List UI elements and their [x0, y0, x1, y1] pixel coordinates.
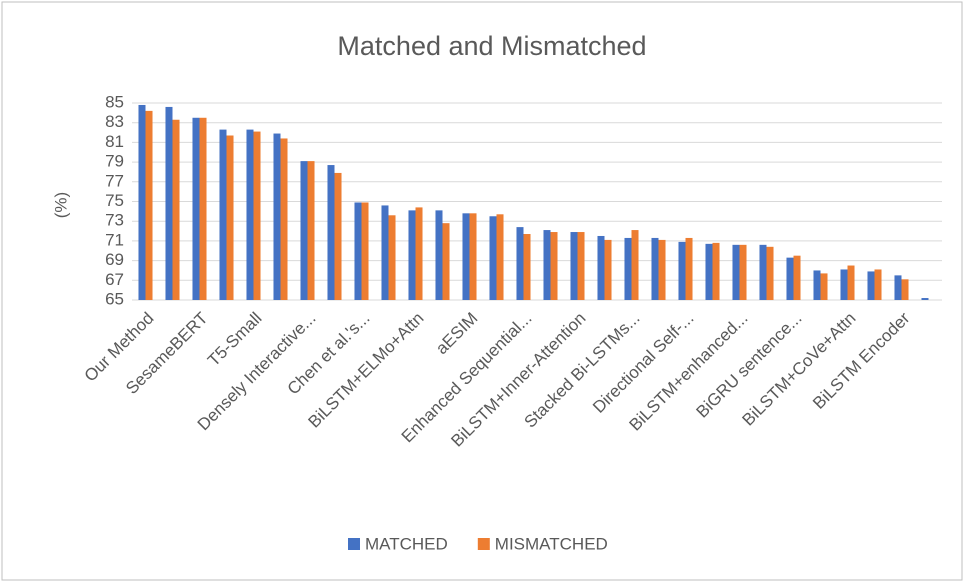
y-axis-label: (%)	[51, 192, 70, 218]
bar	[867, 271, 875, 300]
bar	[550, 232, 558, 300]
legend-swatch	[477, 538, 490, 550]
bar	[732, 244, 740, 300]
bar	[759, 244, 767, 300]
bar	[597, 235, 605, 300]
bar	[145, 110, 153, 300]
bar	[786, 257, 794, 300]
legend-label: MISMATCHED	[495, 534, 608, 553]
bar	[435, 210, 443, 300]
y-tick-label: 75	[105, 191, 124, 210]
bar	[739, 244, 747, 300]
y-tick-label: 65	[105, 289, 124, 308]
bar	[327, 165, 335, 300]
bar	[388, 215, 396, 300]
bar	[874, 269, 882, 300]
bar	[651, 237, 659, 300]
bar	[813, 270, 821, 300]
y-tick-label: 79	[105, 152, 124, 171]
legend-swatch	[348, 538, 360, 550]
bar	[685, 237, 693, 300]
bar	[921, 298, 929, 300]
bar	[678, 241, 686, 300]
bar	[793, 255, 801, 300]
y-tick-label: 69	[105, 250, 124, 269]
bar	[253, 131, 261, 300]
y-tick-label: 85	[105, 92, 124, 111]
bar	[300, 161, 308, 300]
bar	[165, 106, 173, 300]
bar	[712, 242, 720, 300]
bar	[570, 232, 578, 300]
bar	[469, 213, 477, 300]
y-tick-label: 83	[105, 112, 124, 131]
bar	[840, 269, 848, 300]
bar	[408, 210, 416, 300]
bar	[361, 202, 369, 300]
bar	[219, 129, 227, 300]
y-tick-label: 77	[105, 171, 124, 190]
bar	[381, 205, 389, 300]
bar	[489, 216, 497, 300]
bar	[462, 213, 470, 300]
bar	[705, 243, 713, 300]
chart-title: Matched and Mismatched	[337, 31, 646, 61]
bar	[543, 230, 551, 300]
bar	[631, 230, 639, 300]
bar	[894, 275, 902, 300]
bar	[199, 117, 207, 301]
bar	[523, 234, 531, 300]
bar	[415, 207, 423, 300]
bar	[334, 172, 342, 300]
bar	[192, 117, 200, 301]
bar	[604, 239, 612, 300]
bar	[172, 119, 180, 301]
y-tick-label: 67	[105, 270, 124, 289]
y-tick-label: 73	[105, 211, 124, 230]
bar	[307, 161, 315, 300]
bar	[496, 214, 504, 300]
bar	[820, 273, 828, 300]
bar	[246, 129, 254, 300]
bar	[138, 104, 146, 300]
bar	[226, 135, 234, 300]
bar	[658, 239, 666, 300]
bar	[516, 227, 524, 300]
bar	[577, 232, 585, 300]
bar	[273, 133, 281, 300]
legend-label: MATCHED	[365, 534, 448, 553]
bar	[280, 138, 288, 300]
bar	[901, 279, 909, 300]
y-tick-label: 81	[105, 132, 124, 151]
bar	[847, 265, 855, 300]
bar	[766, 246, 774, 300]
bar	[354, 202, 362, 300]
bar	[624, 237, 632, 300]
bar	[442, 223, 450, 300]
y-tick-label: 71	[105, 230, 124, 249]
